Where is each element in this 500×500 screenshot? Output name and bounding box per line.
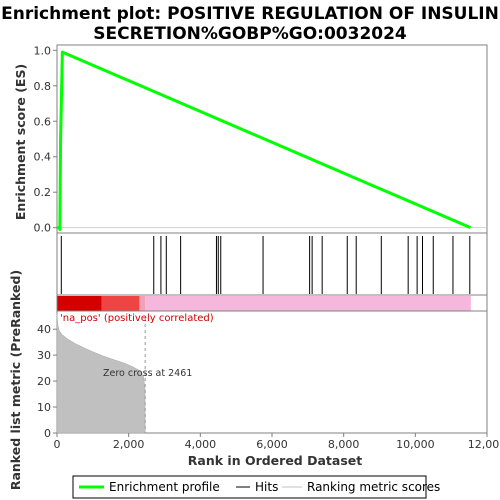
es-curve <box>57 50 472 231</box>
legend-label: Enrichment profile <box>109 480 220 494</box>
x-axis-label: Rank in Ordered Dataset <box>188 453 362 468</box>
x-tick-label: 6,000 <box>256 438 288 451</box>
x-ticks: 0 2,000 4,000 6,000 8,000 10,000 12,000 <box>54 433 500 451</box>
legend-label: Hits <box>255 480 278 494</box>
x-tick-label: 12,000 <box>468 438 500 451</box>
color-bar-segment <box>57 296 102 311</box>
zero-cross-label: Zero cross at 2461 <box>103 368 192 379</box>
es-y-axis-label: Enrichment score (ES) <box>13 64 28 220</box>
ranking-metric-area <box>56 313 146 434</box>
es-y-tick-label: 0.6 <box>34 115 52 128</box>
x-tick-label: 10,000 <box>396 438 435 451</box>
metric-y-tick-label: 30 <box>37 349 51 362</box>
hit-markers <box>60 236 471 294</box>
color-bar-segment <box>101 296 140 311</box>
es-y-ticks: 0.0 0.2 0.4 0.6 0.8 1.0 <box>34 44 57 235</box>
x-tick-label: 4,000 <box>185 438 217 451</box>
legend-label: Ranking metric scores <box>307 480 440 494</box>
legend: Enrichment profile Hits Ranking metric sco… <box>79 480 440 494</box>
metric-y-tick-label: 20 <box>37 375 51 388</box>
rank-color-bar <box>57 296 471 311</box>
es-y-tick-label: 0.4 <box>34 151 52 164</box>
color-bar-segment <box>139 296 146 311</box>
metric-y-axis-label: Ranked list metric (PreRanked) <box>8 270 23 490</box>
chart-title-line-1: Enrichment plot: POSITIVE REGULATION OF … <box>1 4 499 24</box>
es-y-tick-label: 0.2 <box>34 186 52 199</box>
color-bar-segment <box>145 296 471 311</box>
es-y-tick-label: 0.8 <box>34 80 52 93</box>
x-tick-label: 8,000 <box>328 438 360 451</box>
es-y-tick-label: 1.0 <box>34 44 52 57</box>
positive-correlation-label: 'na_pos' (positively correlated) <box>60 313 214 324</box>
es-y-tick-label: 0.0 <box>34 222 52 235</box>
metric-y-ticks: 0 10 20 30 40 <box>37 323 57 440</box>
chart-title-line-2: SECRETION%GOBP%GO:0032024 <box>93 24 407 44</box>
metric-y-tick-label: 0 <box>44 427 51 440</box>
es-panel-frame <box>56 44 488 234</box>
x-tick-label: 2,000 <box>113 438 145 451</box>
metric-y-tick-label: 10 <box>37 401 51 414</box>
x-tick-label: 0 <box>54 438 61 451</box>
metric-y-tick-label: 40 <box>37 323 51 336</box>
